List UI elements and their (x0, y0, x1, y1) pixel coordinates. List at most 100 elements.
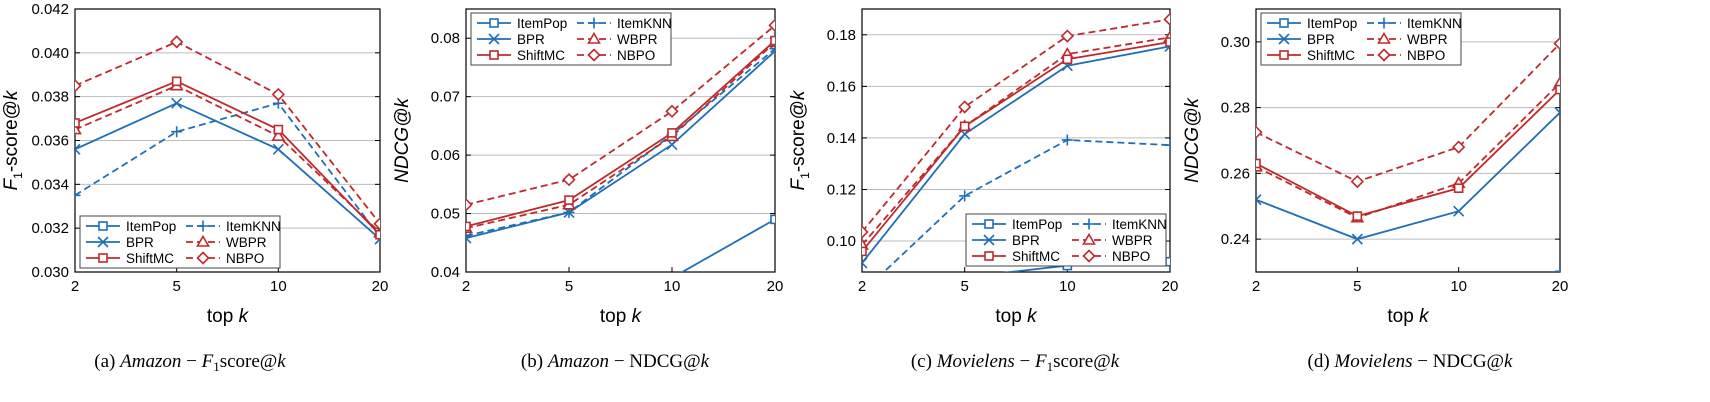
legend-marker (1278, 33, 1290, 45)
legend-label: ItemPop (126, 219, 176, 234)
data-point-bpr (1256, 194, 1262, 206)
data-point-shiftmc (171, 76, 182, 87)
legend-label: WBPR (1407, 32, 1448, 47)
data-point-itempop (1252, 317, 1260, 325)
x-tick-label: 2 (858, 278, 866, 295)
data-point-itempop (1555, 270, 1560, 272)
x-axis-label: top k (995, 306, 1038, 327)
legend-label: ShiftMC (126, 251, 174, 266)
legend-marker (489, 18, 499, 28)
y-tick-label: 0.07 (431, 89, 460, 106)
y-tick-label: 0.08 (431, 30, 460, 47)
legend-marker (196, 251, 210, 265)
data-point-itempop (71, 323, 79, 331)
x-axis-label: top k (1387, 306, 1430, 327)
data-point-nbpo (562, 173, 576, 187)
legend-label: ItemPop (1012, 217, 1062, 232)
data-point-nbpo (1553, 36, 1560, 51)
legend-marker (1377, 31, 1391, 44)
data-point-itempop (1165, 256, 1170, 267)
y-tick-label: 0.032 (31, 220, 69, 237)
legend-label: ItemKNN (226, 219, 281, 234)
y-tick-label: 0.038 (31, 89, 69, 106)
legend-marker (196, 234, 210, 247)
data-point-shiftmc (1165, 37, 1170, 47)
data-point-nbpo (1452, 140, 1466, 154)
data-point-nbpo (665, 104, 679, 118)
data-point-bpr (769, 45, 775, 57)
y-tick-label: 0.034 (31, 176, 69, 193)
legend-label: ItemKNN (1112, 217, 1167, 232)
series-group (1252, 36, 1560, 325)
legend-marker (587, 48, 601, 62)
panel-caption: (a) Amazon − F1score@k (94, 351, 286, 374)
series-line-itempop (680, 218, 775, 272)
data-point-nbpo (1060, 29, 1074, 43)
x-tick-label: 10 (664, 278, 681, 295)
y-tick-label: 0.24 (1221, 231, 1250, 248)
series-line-wbpr (1256, 82, 1560, 219)
legend-marker (1279, 18, 1289, 28)
y-tick-label: 0.05 (431, 206, 460, 223)
series-line-itemknn (75, 102, 380, 238)
data-point-shiftmc (1352, 211, 1363, 221)
panel-caption: (d) Movielens − NDCG@k (1308, 351, 1514, 372)
y-tick-label: 0.18 (827, 27, 856, 44)
data-point-bpr (272, 143, 284, 155)
y-tick-label: 0.036 (31, 133, 69, 150)
series-line-bpr (1256, 111, 1560, 241)
legend-marker (197, 220, 209, 232)
data-point-itemknn (959, 190, 971, 202)
data-point-nbpo (1350, 174, 1364, 189)
legend: ItemPop ItemKNN BPR WBPR ShiftMC NBPO (1260, 12, 1462, 66)
legend-label: WBPR (1112, 233, 1153, 248)
x-tick-label: 20 (1162, 278, 1179, 295)
data-point-shiftmc (770, 35, 775, 46)
legend-label: NBPO (226, 251, 264, 266)
y-tick-label: 0.030 (31, 264, 69, 281)
data-point-bpr (1554, 106, 1560, 119)
data-point-shiftmc (273, 124, 284, 135)
data-point-shiftmc (1062, 54, 1073, 65)
legend-marker (1083, 218, 1095, 230)
series-line-bpr (862, 45, 1170, 264)
data-point-bpr (75, 143, 81, 155)
data-point-itempop (770, 214, 775, 225)
y-axis-label: F1-score@k (788, 89, 812, 190)
x-tick-label: 20 (767, 278, 784, 295)
data-point-nbpo (958, 100, 972, 114)
plot-frame (1255, 8, 1561, 273)
y-tick-label: 0.12 (827, 181, 856, 198)
data-point-wbpr (1553, 75, 1560, 88)
y-tick-label: 0.30 (1221, 34, 1250, 51)
series-line-itemknn (466, 48, 775, 237)
data-point-shiftmc (564, 195, 574, 205)
data-point-shiftmc (862, 246, 867, 257)
series-line-wbpr (75, 84, 380, 234)
data-point-itempop (173, 323, 181, 331)
series-line-bpr (75, 102, 380, 240)
chart-panel: 0.04 0.05 0.06 0.07 0.08 2 5 10 20 top k NDCG@k Ite… (392, 8, 784, 372)
y-tick-label: 0.16 (827, 78, 856, 95)
data-point-bpr (466, 232, 472, 244)
series-line-bpr (466, 50, 775, 239)
legend-marker (587, 31, 601, 44)
y-axis-label: F1-score@k (1, 89, 25, 190)
data-point-nbpo (768, 18, 775, 32)
data-point-nbpo (1163, 12, 1170, 26)
x-tick-label: 2 (1252, 278, 1260, 295)
legend-label: BPR (126, 235, 154, 250)
legend-marker (1279, 50, 1289, 60)
x-axis-label: top k (600, 306, 643, 327)
legend-label: ItemKNN (1407, 16, 1462, 31)
legend-label: ShiftMC (517, 48, 565, 63)
legend-marker (97, 236, 109, 248)
data-point-shiftmc (466, 221, 471, 232)
chart-panel: 0.030 0.032 0.034 0.036 0.038 0.040 0.042 2 5 10 2… (1, 1, 388, 374)
panel-caption: (b) Amazon − NDCG@k (521, 351, 710, 372)
y-tick-label: 0.26 (1221, 165, 1250, 182)
y-axis-label: NDCG@k (392, 97, 413, 183)
series-line-wbpr (862, 36, 1170, 246)
series-line-shiftmc (862, 41, 1170, 252)
y-tick-label: 0.040 (31, 45, 69, 62)
